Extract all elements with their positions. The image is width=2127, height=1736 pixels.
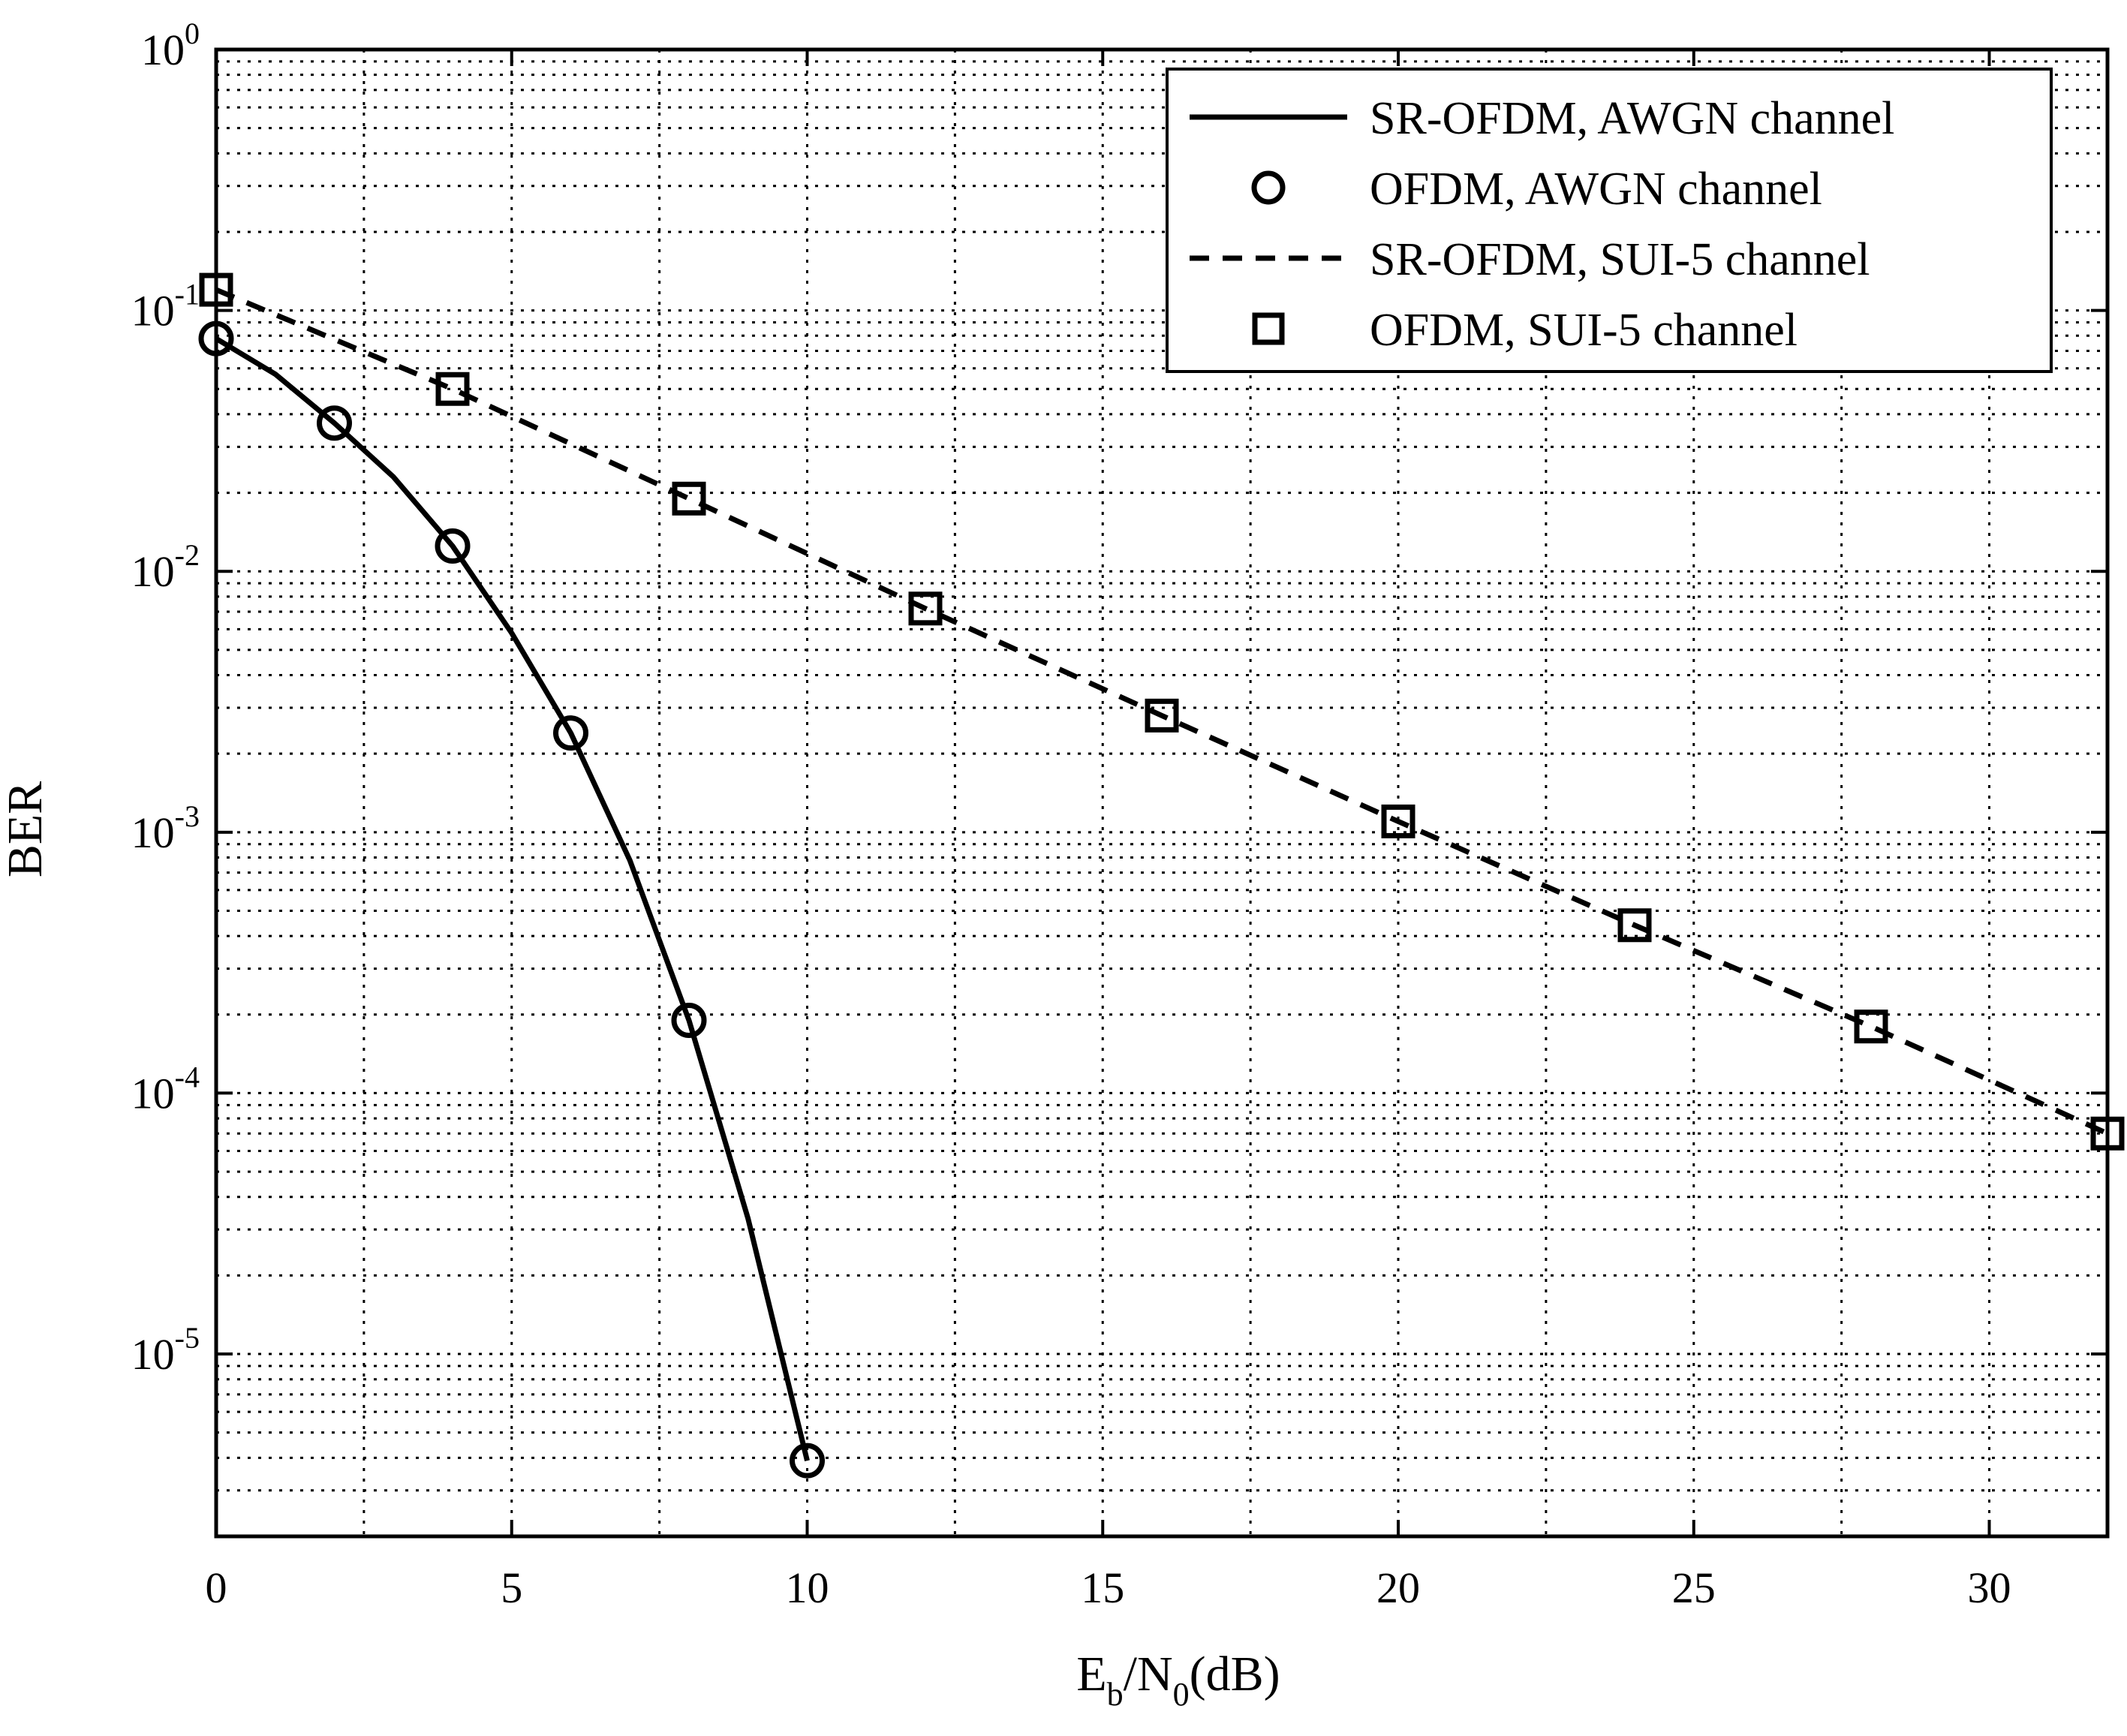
data-point-square <box>1854 1009 1888 1044</box>
legend-label-sr-sui5: SR-OFDM, SUI-5 channel <box>1370 234 1870 285</box>
series-line-0 <box>215 336 810 1462</box>
series-line-2 <box>215 287 2109 1136</box>
x-tick-label: 20 <box>1376 1563 1420 1612</box>
data-point-square <box>435 372 470 406</box>
x-tick-label: 5 <box>501 1563 522 1612</box>
y-tick-label: 10-3 <box>131 799 200 857</box>
y-tick-label: 10-2 <box>131 538 200 596</box>
x-tick-label: 0 <box>206 1563 227 1612</box>
x-label-sub-0: 0 <box>1173 1676 1190 1713</box>
y-tick-label: 10-4 <box>131 1060 200 1118</box>
data-point-circle <box>790 1443 825 1479</box>
data-point-square <box>1381 804 1415 838</box>
legend-label-sr-awgn: SR-OFDM, AWGN channel <box>1370 93 1894 144</box>
x-label-unit: (dB) <box>1190 1647 1280 1701</box>
data-point-circle <box>553 715 588 751</box>
legend-circle-marker <box>1251 170 1286 205</box>
y-axis-label: BER <box>0 781 53 877</box>
x-axis-label: Eb/N0(dB) <box>1076 1647 1280 1713</box>
y-tick-label: 10-1 <box>131 278 200 335</box>
legend-label-ofdm-awgn: OFDM, AWGN channel <box>1370 164 1822 215</box>
data-point-square <box>1145 698 1179 733</box>
data-point-square <box>1617 908 1652 943</box>
x-tick-label: 15 <box>1081 1563 1124 1612</box>
data-point-circle <box>671 1003 707 1039</box>
legend-square-marker <box>1252 312 1285 345</box>
x-label-e: E <box>1076 1647 1106 1701</box>
plot-frame <box>214 47 2110 1539</box>
data-point-circle <box>317 405 352 441</box>
x-label-sub-b: b <box>1107 1676 1124 1713</box>
data-point-square <box>672 481 706 516</box>
x-tick-label: 25 <box>1672 1563 1716 1612</box>
x-tick-label: 30 <box>1968 1563 2011 1612</box>
legend-label-ofdm-sui5: OFDM, SUI-5 channel <box>1370 305 1798 356</box>
data-point-circle <box>435 528 471 564</box>
legend: SR-OFDM, AWGN channel OFDM, AWGN channel… <box>1166 68 2053 373</box>
axis-ticks: 0 5 10 15 20 25 30 100 10-1 10-2 10-3 10-4 10-5 <box>131 17 2107 1612</box>
y-tick-label: 100 <box>141 17 200 74</box>
y-tick-label: 10-5 <box>131 1321 200 1379</box>
x-label-n: /N <box>1124 1647 1173 1701</box>
data-point-square <box>908 591 943 626</box>
x-tick-label: 10 <box>786 1563 829 1612</box>
